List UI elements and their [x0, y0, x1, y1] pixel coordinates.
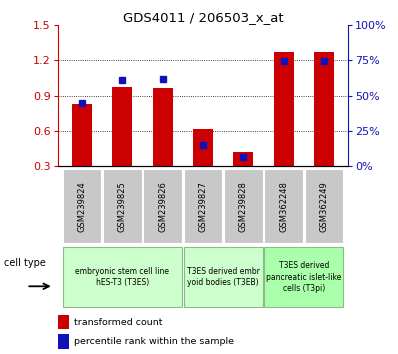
Text: GSM239825: GSM239825: [118, 181, 127, 232]
Text: embryonic stem cell line
hES-T3 (T3ES): embryonic stem cell line hES-T3 (T3ES): [75, 267, 169, 287]
Bar: [233, 152, 254, 166]
Text: GSM362248: GSM362248: [279, 181, 288, 232]
Text: GSM239826: GSM239826: [158, 181, 167, 232]
Bar: [193, 129, 213, 166]
Bar: [58, 334, 69, 348]
Bar: [103, 169, 142, 244]
Text: GSM239824: GSM239824: [78, 181, 86, 232]
Bar: [112, 87, 133, 166]
Text: GSM239828: GSM239828: [239, 181, 248, 232]
Text: percentile rank within the sample: percentile rank within the sample: [74, 337, 234, 346]
Bar: [314, 52, 334, 166]
Bar: [183, 169, 222, 244]
Bar: [224, 169, 263, 244]
Bar: [183, 247, 263, 307]
Bar: [72, 104, 92, 166]
Text: T3ES derived
pancreatic islet-like
cells (T3pi): T3ES derived pancreatic islet-like cells…: [266, 261, 341, 293]
Text: transformed count: transformed count: [74, 318, 162, 326]
Text: T3ES derived embr
yoid bodies (T3EB): T3ES derived embr yoid bodies (T3EB): [187, 267, 259, 287]
Bar: [62, 247, 182, 307]
Bar: [264, 169, 303, 244]
Bar: [264, 247, 343, 307]
Bar: [305, 169, 343, 244]
Bar: [62, 169, 101, 244]
Title: GDS4011 / 206503_x_at: GDS4011 / 206503_x_at: [123, 11, 283, 24]
Bar: [152, 88, 173, 166]
Bar: [58, 315, 69, 330]
Text: GSM362249: GSM362249: [320, 181, 328, 232]
Text: GSM239827: GSM239827: [199, 181, 207, 232]
Bar: [273, 52, 294, 166]
Text: cell type: cell type: [4, 258, 46, 268]
Bar: [143, 169, 182, 244]
